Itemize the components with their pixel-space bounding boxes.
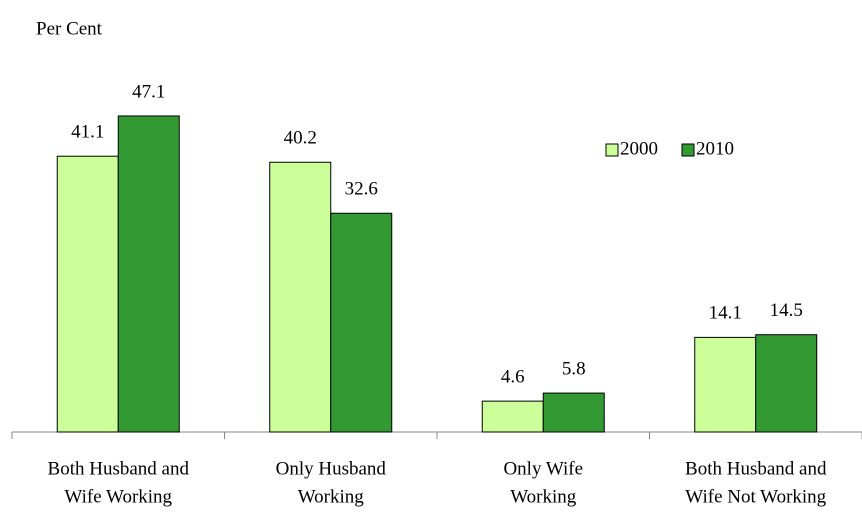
value-label: 40.2	[284, 128, 317, 149]
bar	[330, 212, 393, 433]
bar	[755, 334, 818, 433]
x-tick-label: Working	[298, 486, 365, 507]
bar	[542, 392, 605, 433]
legend-swatch	[605, 143, 619, 157]
y-axis-label: Per Cent	[36, 18, 103, 39]
bar	[117, 115, 180, 433]
x-tick-label: Both Husband and	[48, 458, 190, 479]
x-tick-label: Wife Not Working	[685, 486, 826, 507]
value-label: 14.1	[709, 303, 742, 324]
legend-label: 2000	[620, 138, 658, 159]
x-tick-label: Only Husband	[276, 458, 387, 479]
x-tick-label: Both Husband and	[685, 458, 827, 479]
bar	[481, 400, 544, 433]
x-tick-label: Only Wife	[503, 458, 583, 479]
value-label: 41.1	[71, 122, 104, 143]
value-label: 4.6	[501, 366, 525, 387]
bar	[694, 336, 757, 433]
bar	[269, 161, 332, 433]
legend-swatch	[681, 143, 695, 157]
legend-label: 2010	[696, 138, 734, 159]
value-label: 47.1	[132, 81, 165, 102]
x-tick-label: Working	[510, 486, 577, 507]
value-label: 32.6	[345, 179, 378, 200]
bar	[56, 155, 119, 433]
x-tick-label: Wife Working	[64, 486, 172, 507]
value-label: 14.5	[770, 300, 803, 321]
value-label: 5.8	[562, 358, 586, 379]
